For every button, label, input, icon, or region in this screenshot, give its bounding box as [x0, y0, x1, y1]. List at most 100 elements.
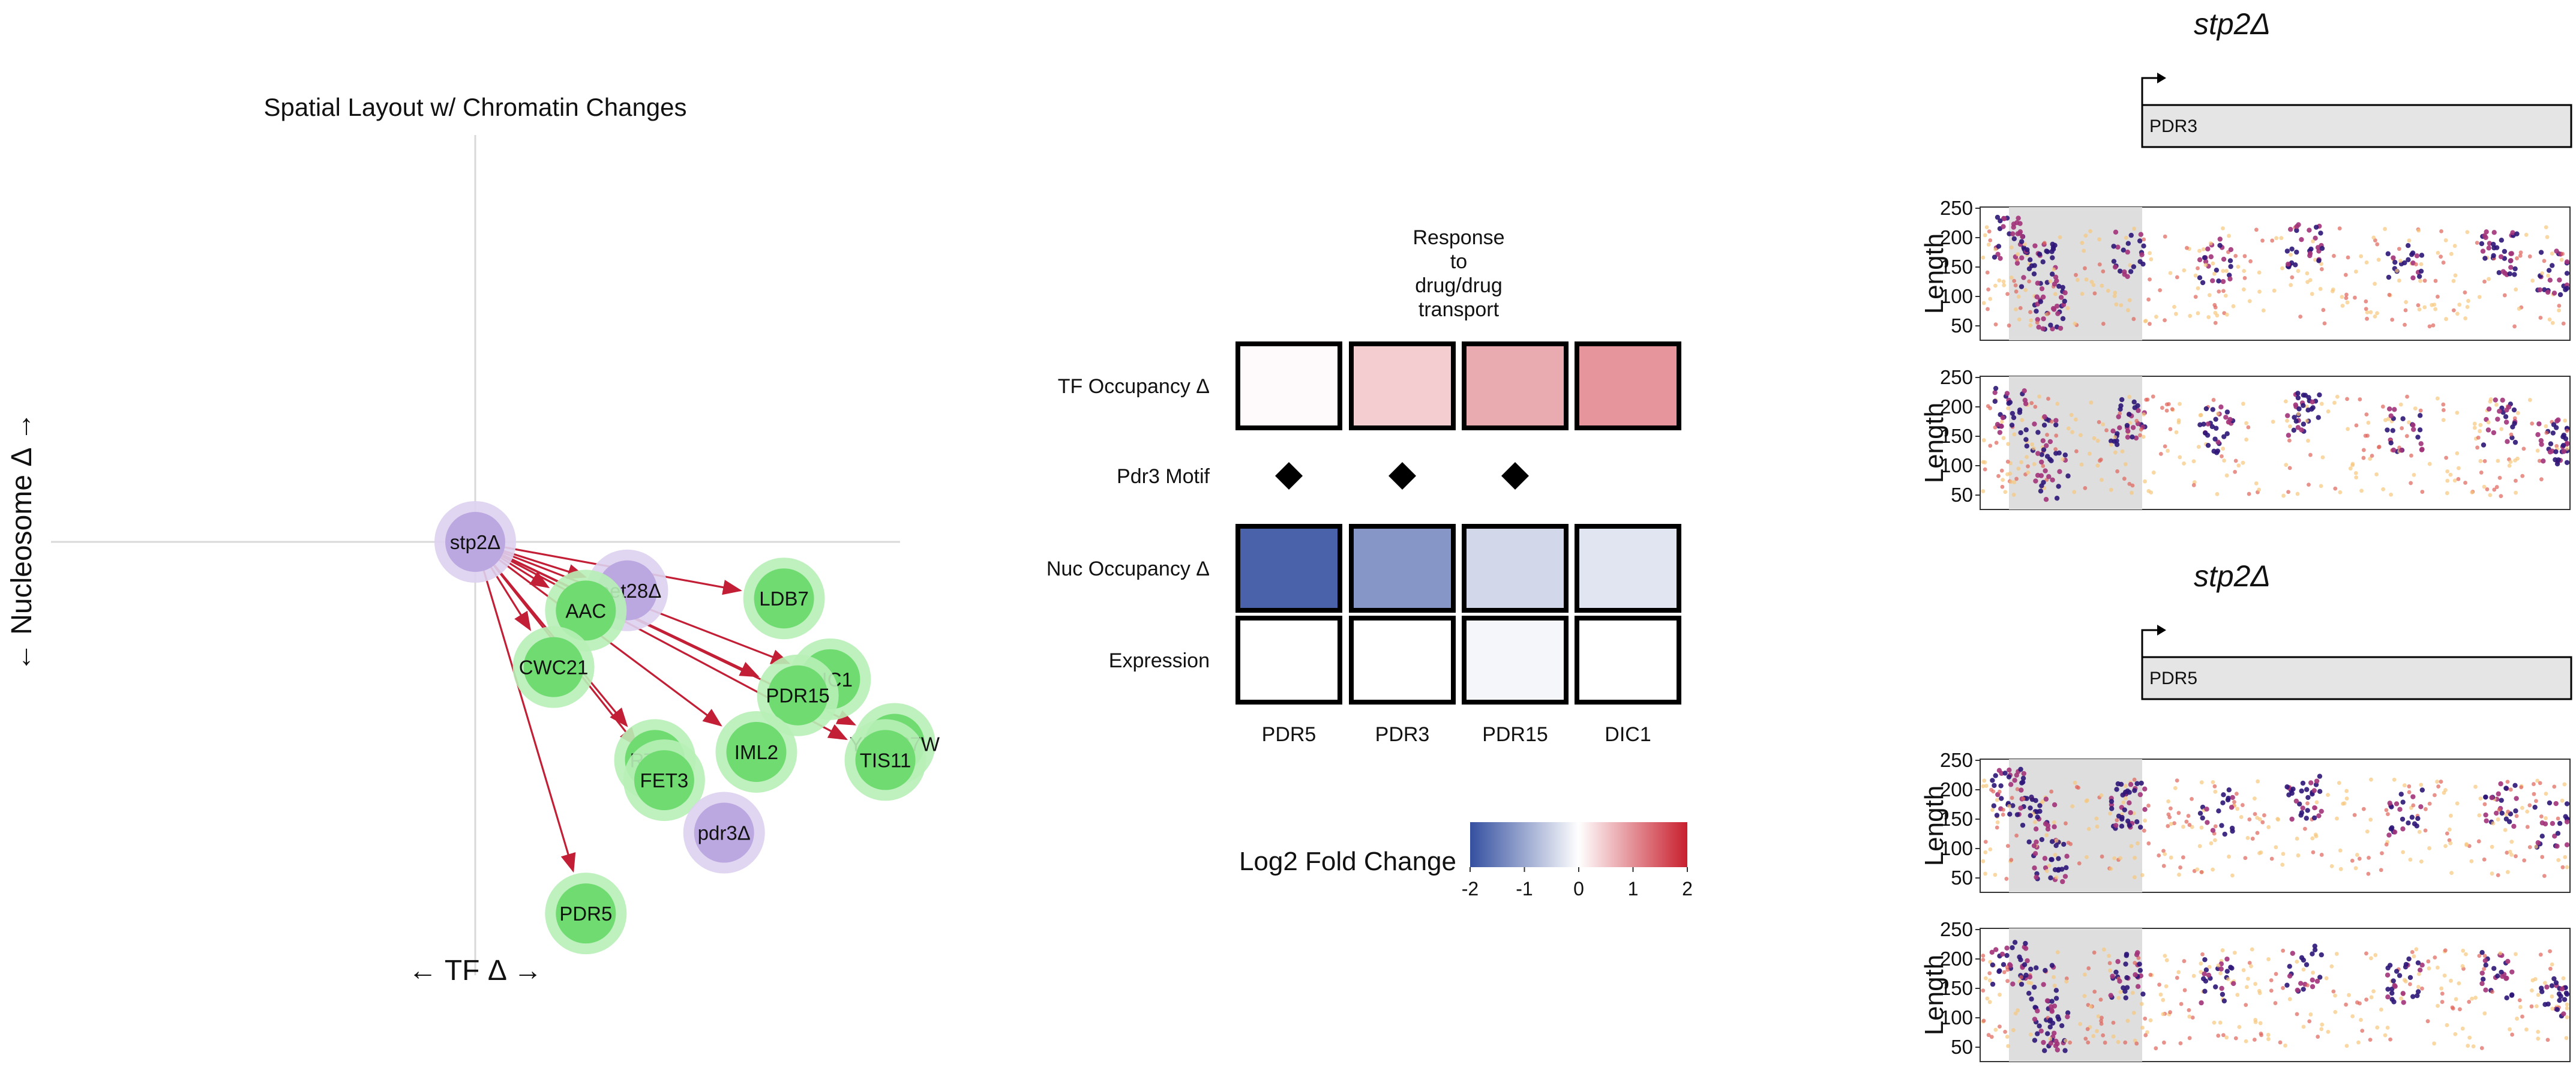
group-label-line: to [1450, 250, 1467, 273]
gene-box [2141, 656, 2572, 700]
y-tick-label: 50 [1951, 314, 1973, 337]
heatmap-cell-nuc-occupancy-dic1 [1575, 524, 1681, 613]
node-label: pdr3Δ [698, 822, 751, 844]
motif-marker-pdr15 [1501, 462, 1529, 490]
node-circle [754, 568, 814, 629]
heatmap-cell-tf-occupancy-pdr5 [1235, 341, 1342, 430]
y-tick-label: 50 [1951, 867, 1973, 889]
node-circle [767, 665, 828, 726]
heatmap-cell-nuc-occupancy-pdr3 [1349, 524, 1456, 613]
y-tick-label: 50 [1951, 484, 1973, 506]
color-legend: Log2 Fold Change -2 -1 0 1 2 [1239, 822, 1693, 900]
y-tick-label: 100 [1940, 285, 1973, 307]
heatmap-cell-expression-pdr15 [1462, 616, 1569, 705]
network-node-fet3[interactable]: FET3 [623, 739, 705, 822]
network-node-tis11[interactable]: TIS11 [844, 719, 926, 801]
node-label: IML2 [734, 741, 778, 763]
row-label-expression: Expression [1109, 649, 1210, 672]
fragment-dots [1981, 214, 2570, 332]
row-label-nuc-occupancy: Nuc Occupancy Δ [1046, 558, 1210, 580]
y-tick-label: 150 [1940, 977, 1973, 999]
track-panel-2: stp2ΔPDR5Length25020015010050Length25020… [1920, 559, 2572, 1062]
y-axis-label: Length [1920, 955, 1949, 1036]
node-circle [445, 512, 505, 572]
node-label: CWC21 [519, 657, 589, 679]
network-node-cwc21[interactable]: CWC21 [512, 626, 595, 708]
network-panel: Spatial Layout w/ Chromatin Changes ← TF… [6, 93, 940, 987]
track-subplot: Length 250 200 150 100 50 [1920, 918, 2571, 1062]
motif-markers [1275, 462, 1529, 490]
network-node-stp2[interactable]: stp2Δ [434, 501, 516, 583]
y-tick-label: 100 [1940, 1006, 1973, 1029]
track-subplot: Length 250 200 150 100 50 [1920, 749, 2571, 893]
network-node-pdr3[interactable]: pdr3Δ [683, 792, 765, 874]
y-axis-label: Length [1920, 233, 1949, 314]
node-label: AAC [565, 600, 606, 622]
network-node-iml2[interactable]: IML2 [715, 711, 797, 793]
node-circle [855, 730, 916, 790]
network-node-ldb7[interactable]: LDB7 [743, 558, 825, 640]
network-node-pdr5[interactable]: PDR5 [545, 873, 627, 955]
edge-stp2-pdr5 [482, 569, 576, 873]
heatmap-cells [1235, 341, 1681, 705]
track-subplot: Length 250 200 150 100 50 [1920, 366, 2571, 510]
fragment-dots [1981, 766, 2570, 885]
legend-title: Log2 Fold Change [1239, 847, 1456, 876]
group-label-line: Response [1413, 226, 1504, 249]
heatmap-column-labels: PDR5 PDR3 PDR15 DIC1 [1262, 723, 1651, 746]
network-y-axis-label: ← Nucleosome Δ → [6, 412, 38, 672]
y-tick-label: 150 [1940, 425, 1973, 447]
heatmap-cell-expression-dic1 [1575, 616, 1681, 705]
fragment-dots [1981, 385, 2570, 502]
y-tick-label: 250 [1940, 366, 1973, 388]
tss-arrowhead-icon [2157, 625, 2166, 636]
tss-arrow-icon [2141, 629, 2157, 657]
y-tick-label: 100 [1940, 837, 1973, 859]
y-tick-label: 100 [1940, 454, 1973, 476]
group-label-line: drug/drug [1415, 274, 1503, 297]
heatmap-cell-nuc-occupancy-pdr15 [1462, 524, 1569, 613]
legend-tick-label: -1 [1516, 878, 1533, 900]
row-label-pdr3-motif: Pdr3 Motif [1117, 465, 1210, 488]
node-label: PDR5 [559, 903, 612, 925]
y-tick-label: 150 [1940, 256, 1973, 278]
track-panel-1: stp2ΔPDR3Length25020015010050Length25020… [1920, 7, 2572, 510]
track-subplot: Length 250 200 150 100 50 [1920, 197, 2571, 341]
y-axis-label: Length [1920, 786, 1949, 867]
track-panel-title: stp2Δ [2194, 559, 2271, 593]
network-title: Spatial Layout w/ Chromatin Changes [263, 93, 686, 121]
gene-label: PDR5 [2149, 669, 2197, 688]
network-nodes: stp2Δmet28ΔAACLDB7CWC21DIC1PDR15YLR137WT… [434, 501, 940, 955]
y-tick-label: 250 [1940, 197, 1973, 219]
node-circle [694, 802, 754, 863]
node-circle [726, 721, 787, 782]
gene-label: PDR3 [2149, 116, 2197, 136]
legend-tick-label: 1 [1628, 878, 1639, 900]
node-label: LDB7 [759, 588, 809, 610]
track-panel-title: stp2Δ [2194, 7, 2271, 41]
legend-ticks: -2 -1 0 1 2 [1462, 867, 1693, 900]
heatmap-group-label: Response to drug/drug transport [1413, 226, 1504, 321]
node-circle [556, 580, 616, 641]
fragment-dots [1981, 940, 2570, 1053]
heatmap-cell-tf-occupancy-pdr15 [1462, 341, 1569, 430]
promoter-highlight [2009, 376, 2142, 509]
y-tick-label: 200 [1940, 395, 1973, 418]
column-label-pdr3: PDR3 [1375, 723, 1430, 746]
network-x-axis-label: ← TF Δ → [408, 955, 542, 987]
y-tick-label: 200 [1940, 778, 1973, 801]
node-circle [556, 883, 616, 944]
y-tick-label: 50 [1951, 1036, 1973, 1058]
column-label-pdr15: PDR15 [1482, 723, 1548, 746]
heatmap-cell-nuc-occupancy-pdr5 [1235, 524, 1342, 613]
tss-arrow-icon [2141, 77, 2157, 105]
heatmap-row-labels: TF Occupancy Δ Nuc Occupancy Δ Expression P… [1046, 375, 1210, 672]
network-node-pdr15[interactable]: PDR15 [757, 654, 839, 736]
group-label-line: transport [1419, 298, 1500, 321]
y-axis-label: Length [1920, 403, 1949, 484]
network-node-aac[interactable]: AAC [545, 570, 627, 652]
node-circle [634, 750, 694, 811]
y-tick-label: 200 [1940, 226, 1973, 248]
motif-marker-pdr3 [1389, 462, 1416, 490]
